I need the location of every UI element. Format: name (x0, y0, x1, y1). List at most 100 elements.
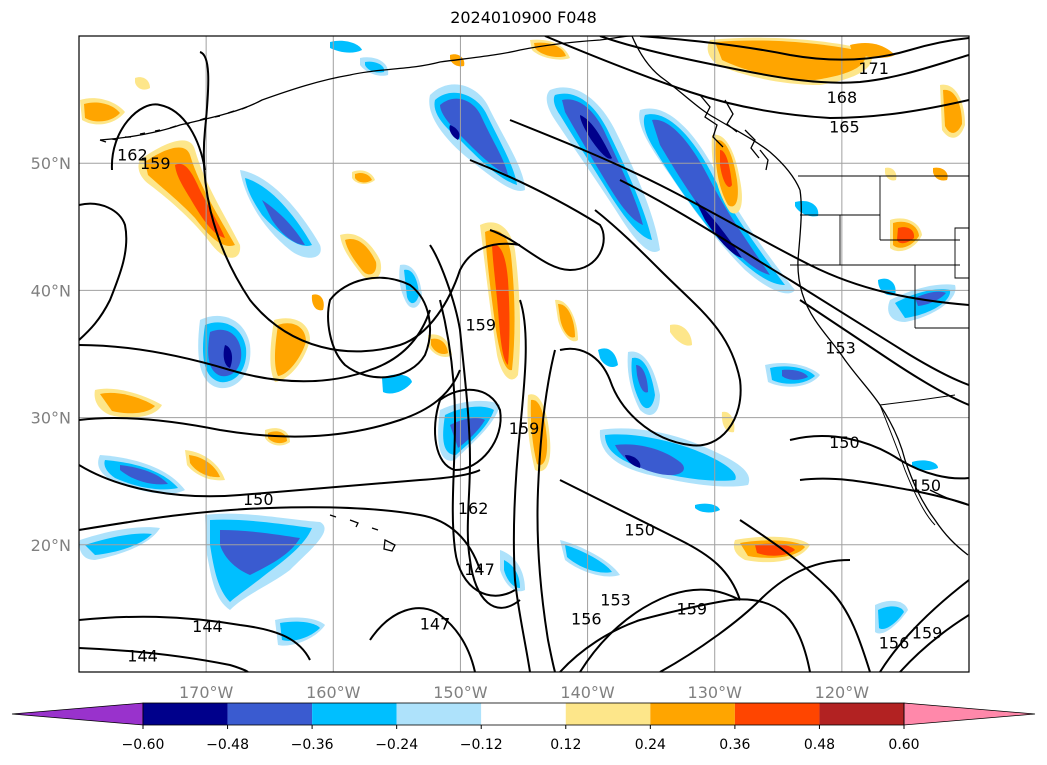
hawaiian-islands (329, 514, 396, 552)
lat-label: 20°N (31, 536, 71, 555)
colorbar-tick-label: −0.24 (375, 737, 418, 753)
colorbar-tick-label: 0.12 (550, 737, 581, 753)
british-columbia-islands (699, 94, 769, 171)
colorbar-tick-label: 0.24 (635, 737, 666, 753)
contour-171 (639, 36, 969, 61)
contour-150-b (799, 477, 969, 506)
contour-153-a (619, 179, 969, 386)
colorbar-bin (143, 703, 228, 725)
contour-label: 159 (677, 599, 708, 618)
latitude-labels: 20°N 30°N 40°N 50°N (31, 154, 71, 555)
colorbar-under-extension (11, 702, 144, 726)
contour-label: 147 (420, 615, 451, 634)
contour-153-south (579, 588, 741, 672)
contour-147-south (369, 607, 476, 672)
colorbar-outline (142, 702, 905, 726)
lon-label: 150°W (433, 683, 488, 702)
border-layer (790, 175, 969, 406)
contour-159-north (199, 51, 521, 353)
gulf-alaska-coast (631, 36, 801, 191)
contour-144-a (79, 615, 311, 661)
contour-label: 165 (829, 117, 860, 136)
contour-label: 159 (140, 154, 171, 173)
negative-anomaly-west-pacific (240, 170, 321, 258)
lon-label: 130°W (688, 683, 743, 702)
contour-150-center (559, 479, 741, 601)
mexico-us-border (879, 394, 956, 406)
contour-156-south (559, 598, 811, 672)
contour-label: 150 (910, 476, 941, 495)
contour-trough-b (536, 349, 556, 672)
colorbar-bin (312, 703, 397, 725)
state-borders (790, 176, 969, 329)
contour-159-south (659, 559, 851, 672)
contour-159-mid (469, 159, 605, 272)
contour-label: 162 (117, 145, 148, 164)
contour-159-se (899, 614, 969, 672)
contour-168 (599, 36, 969, 84)
contour-150-trop (79, 464, 481, 498)
contour-156 (509, 119, 969, 306)
colorbar-tick-label: 0.48 (804, 737, 835, 753)
colorbar-over-extension (903, 702, 1036, 726)
contour-156-se (879, 579, 969, 672)
negative-anomaly-central-pacific (599, 428, 750, 487)
height-contour-layer (79, 36, 969, 672)
contour-label: 159 (509, 419, 540, 438)
colorbar-tick-label: −0.12 (460, 737, 503, 753)
contour-165 (544, 36, 969, 120)
contour-ridge-b (439, 299, 516, 597)
colorbar-bin (819, 703, 904, 725)
colorbar: −0.60 −0.48 −0.36 −0.24 −0.12 0.12 0.24 0.36 0.4… (11, 702, 1036, 753)
contour-162-north (110, 103, 206, 171)
west-coast-north-america (797, 189, 969, 556)
colorbar-bin (396, 703, 482, 725)
contour-label: 153 (600, 590, 631, 609)
map-title: 2024010900 F048 (450, 8, 597, 27)
contour-label: 171 (858, 59, 889, 78)
contour-label: 153 (825, 339, 856, 358)
contour-153-b (799, 299, 969, 406)
longitude-labels: 170°W 160°W 150°W 140°W 130°W 120°W (179, 683, 869, 702)
colorbar-bin (650, 703, 735, 725)
contour-label: 168 (827, 88, 858, 107)
colorbar-tick-label: −0.48 (206, 737, 249, 753)
contour-label: 144 (192, 617, 223, 636)
lon-label: 140°W (560, 683, 615, 702)
contour-label: 150 (829, 433, 860, 452)
contour-label: 156 (571, 610, 602, 629)
lon-label: 160°W (306, 683, 361, 702)
contour-144-b (79, 647, 249, 672)
coastline-layer (99, 36, 969, 556)
contour-label: 150 (243, 490, 274, 509)
contour-label: 150 (624, 521, 655, 540)
colorbar-bin (565, 703, 651, 725)
colorbar-tick-label: 0.36 (719, 737, 750, 753)
colorbar-bin (734, 703, 820, 725)
contour-label: 144 (127, 646, 158, 665)
lat-label: 30°N (31, 409, 71, 428)
contour-label: 159 (912, 624, 943, 643)
contour-159-east (559, 209, 742, 447)
lon-label: 120°W (815, 683, 870, 702)
contour-label: 162 (458, 499, 489, 518)
contour-loop-small (434, 388, 502, 472)
contour-trough-a (512, 299, 531, 672)
lon-label: 170°W (179, 683, 234, 702)
colorbar-tick-label: −0.36 (291, 737, 334, 753)
contour-loop-west (79, 202, 128, 341)
colorbar-bin (227, 703, 313, 725)
contour-label: 156 (879, 634, 910, 653)
contour-147 (79, 506, 481, 571)
baja-california-coast (879, 404, 936, 526)
contour-150-east (789, 435, 969, 480)
lat-label: 50°N (31, 154, 71, 173)
negative-anomaly-gulf-alaska (429, 84, 525, 191)
map-frame (78, 35, 970, 673)
alaska-peninsula-coast (99, 36, 633, 141)
colorbar-tick-label: 0.60 (888, 737, 919, 753)
contour-label: 159 (465, 316, 496, 335)
contour-150-se (739, 519, 871, 672)
